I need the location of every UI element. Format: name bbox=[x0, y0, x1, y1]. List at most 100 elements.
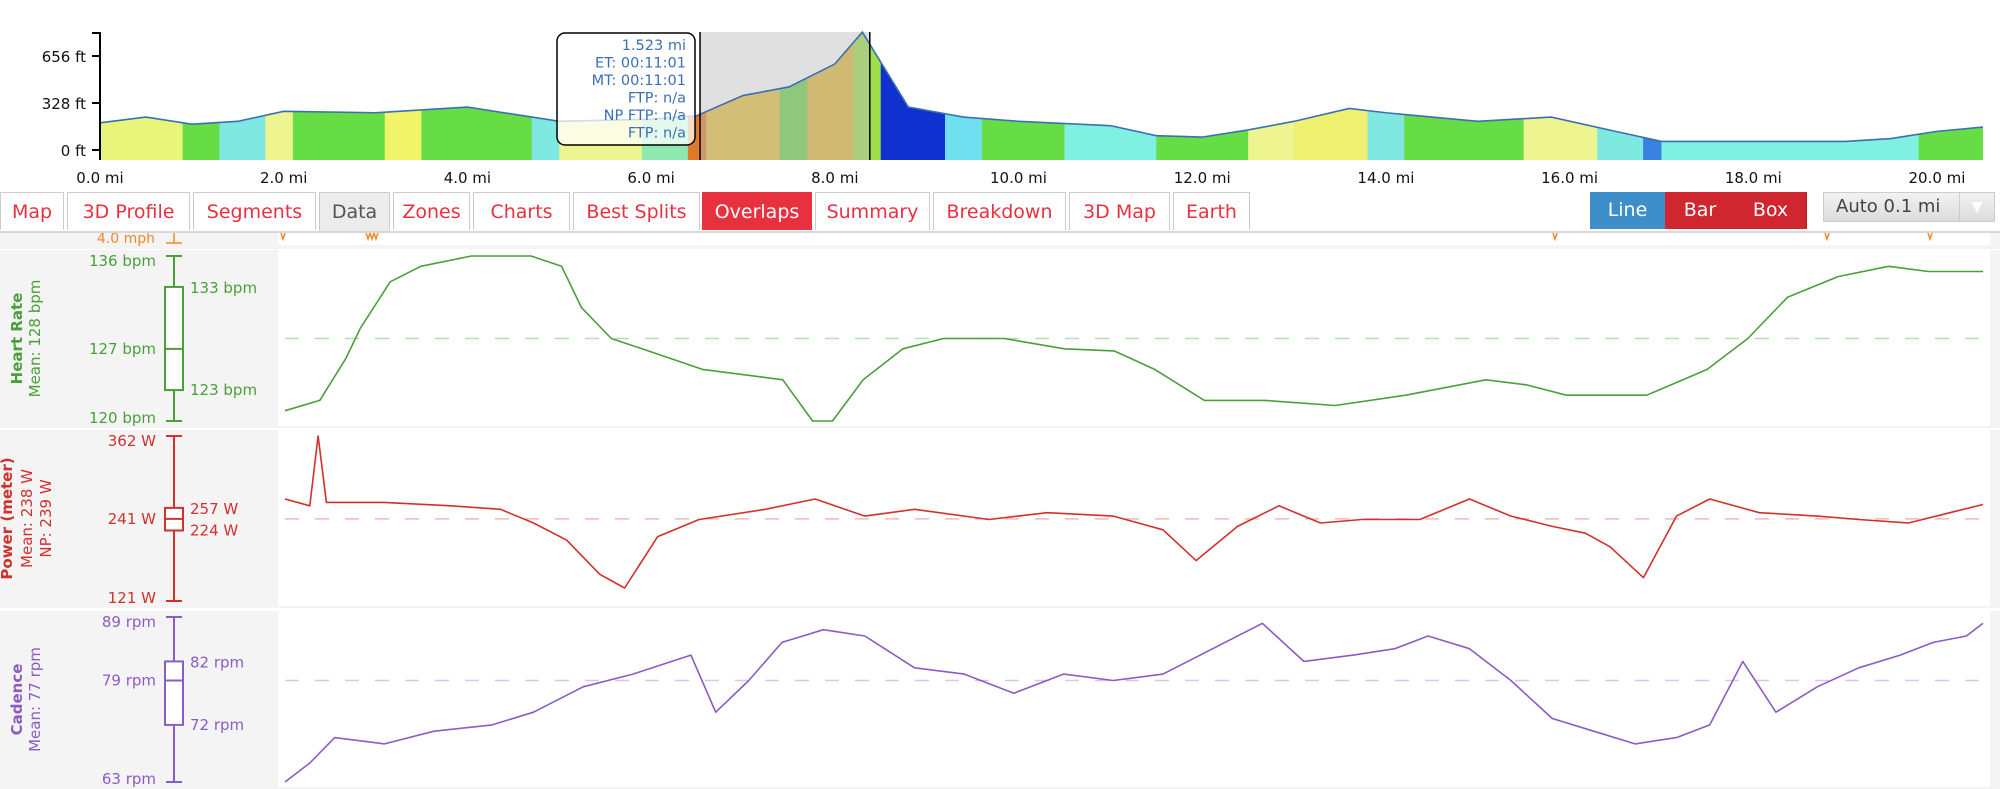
grade-color-fill bbox=[100, 32, 1983, 160]
x-tick-label: 12.0 mi bbox=[1174, 169, 1231, 187]
tab-3d-profile[interactable]: 3D Profile bbox=[67, 192, 190, 230]
grade-band bbox=[421, 32, 533, 160]
min-label: 121 W bbox=[108, 589, 156, 607]
speed-line-fragment bbox=[365, 233, 371, 242]
view-box-button[interactable]: Box bbox=[1735, 192, 1807, 229]
x-tick-label: 8.0 mi bbox=[811, 169, 858, 187]
elevation-line bbox=[99, 30, 1983, 143]
resolution-dropdown[interactable]: Auto 0.1 mi ▼ bbox=[1823, 192, 1995, 222]
resolution-value: Auto 0.1 mi bbox=[1836, 196, 1941, 217]
quartile-box bbox=[164, 660, 184, 726]
x-tick-label: 6.0 mi bbox=[627, 169, 674, 187]
heart-rate-line bbox=[284, 255, 1983, 422]
grade-band bbox=[1294, 32, 1369, 160]
heart-rate-panel: Heart Rate Mean: 128 bpm 136 bpm 120 bpm 127… bbox=[0, 250, 2000, 428]
median-label: 241 W bbox=[108, 510, 156, 528]
max-label: 362 W bbox=[108, 432, 156, 450]
panel-title: Power (meter) bbox=[0, 457, 16, 579]
speed-line-fragment bbox=[373, 233, 379, 242]
quartile-box bbox=[164, 285, 184, 392]
q1-label: 72 rpm bbox=[190, 716, 244, 734]
tooltip-line: ET: 00:11:01 bbox=[595, 56, 686, 72]
x-tick-label: 10.0 mi bbox=[990, 169, 1047, 187]
min-label: 120 bpm bbox=[89, 409, 156, 427]
y-tick-label: 0 ft bbox=[61, 142, 86, 160]
tab-map[interactable]: Map bbox=[0, 192, 64, 230]
tab-overlaps[interactable]: Overlaps bbox=[702, 192, 812, 230]
tooltip-line: NP FTP: n/a bbox=[604, 108, 686, 124]
tab-breakdown[interactable]: Breakdown bbox=[933, 192, 1066, 230]
q3-label: 133 bpm bbox=[190, 279, 257, 297]
max-label: 136 bpm bbox=[89, 252, 156, 270]
tab-zones[interactable]: Zones bbox=[393, 192, 470, 230]
median-label: 127 bpm bbox=[89, 340, 156, 358]
triangle-down-icon: ▼ bbox=[1959, 193, 1994, 221]
view-line-button[interactable]: Line bbox=[1590, 192, 1666, 229]
grade-band bbox=[1661, 32, 1920, 160]
tooltip-line: FTP: n/a bbox=[628, 126, 686, 142]
speed-strip: 4.0 mph bbox=[0, 233, 2000, 249]
max-label: 89 rpm bbox=[102, 613, 156, 631]
grade-band bbox=[945, 32, 983, 160]
panel-stat: Mean: 238 W bbox=[18, 469, 36, 568]
q1-label: 224 W bbox=[190, 521, 238, 539]
grade-band bbox=[981, 32, 1065, 160]
q3-label: 257 W bbox=[190, 500, 238, 518]
grade-band bbox=[1523, 32, 1598, 160]
plot-area[interactable] bbox=[278, 611, 1990, 787]
panel-title: Cadence bbox=[8, 664, 26, 736]
tooltip-line: FTP: n/a bbox=[628, 91, 686, 107]
speed-line-fragment bbox=[1927, 233, 1933, 242]
panel-stat: Mean: 128 bpm bbox=[26, 280, 44, 398]
selection-range[interactable] bbox=[700, 32, 870, 160]
y-tick-label: 328 ft bbox=[42, 95, 86, 113]
grade-band bbox=[880, 32, 946, 160]
elevation-profile-chart[interactable]: 656 ft 328 ft 0 ft 0.0 mi 2.0 mi 4.0 mi 6.0 mi… bbox=[0, 0, 2000, 192]
min-label: 63 rpm bbox=[102, 770, 156, 788]
panel-stat: Mean: 77 rpm bbox=[26, 647, 44, 752]
cadence-line bbox=[284, 622, 1984, 783]
grade-band bbox=[384, 32, 422, 160]
speed-line-fragment bbox=[1552, 233, 1558, 242]
grade-band bbox=[182, 32, 220, 160]
grade-band bbox=[219, 32, 266, 160]
cadence-panel: Cadence Mean: 77 rpm 89 rpm 63 rpm 79 rpm 82 … bbox=[0, 611, 2000, 789]
grade-band bbox=[292, 32, 386, 160]
tab-segments[interactable]: Segments bbox=[193, 192, 316, 230]
view-bar-button[interactable]: Bar bbox=[1665, 192, 1736, 229]
x-tick-label: 4.0 mi bbox=[444, 169, 491, 187]
tab-best-splits[interactable]: Best Splits bbox=[573, 192, 700, 230]
grade-band bbox=[1248, 32, 1295, 160]
tab-divider bbox=[0, 231, 2000, 233]
median-label: 79 rpm bbox=[102, 671, 156, 689]
grade-band bbox=[531, 32, 560, 160]
x-tick-label: 18.0 mi bbox=[1725, 169, 1782, 187]
tab-summary[interactable]: Summary bbox=[815, 192, 930, 230]
speed-line-fragment bbox=[1824, 233, 1830, 242]
x-tick-label: 14.0 mi bbox=[1357, 169, 1414, 187]
tab-data[interactable]: Data bbox=[319, 192, 390, 233]
plot-area[interactable] bbox=[278, 430, 1990, 606]
power-line bbox=[284, 435, 1984, 589]
tab-charts[interactable]: Charts bbox=[473, 192, 570, 230]
x-tick-label: 20.0 mi bbox=[1909, 169, 1966, 187]
grade-band bbox=[1064, 32, 1157, 160]
panel-stat: NP: 239 W bbox=[37, 479, 55, 557]
grade-band bbox=[1367, 32, 1405, 160]
grade-band bbox=[1643, 32, 1662, 160]
speed-line-fragment bbox=[369, 233, 375, 242]
grade-band bbox=[100, 32, 184, 160]
x-tick-label: 16.0 mi bbox=[1541, 169, 1598, 187]
x-tick-label: 2.0 mi bbox=[260, 169, 307, 187]
grade-band bbox=[265, 32, 294, 160]
power-panel: Power (meter) Mean: 238 W NP: 239 W 362 W 12… bbox=[0, 430, 2000, 608]
q1-label: 123 bpm bbox=[190, 381, 257, 399]
x-tick-label: 0.0 mi bbox=[76, 169, 123, 187]
grade-band bbox=[1918, 32, 1983, 160]
panel-title: Heart Rate bbox=[8, 293, 26, 385]
y-tick-label: 656 ft bbox=[42, 48, 86, 66]
tab-bar: Map 3D Profile Segments Data Zones Charts Best… bbox=[0, 192, 1270, 233]
tab-earth[interactable]: Earth bbox=[1173, 192, 1250, 230]
tab-3d-map[interactable]: 3D Map bbox=[1069, 192, 1170, 230]
